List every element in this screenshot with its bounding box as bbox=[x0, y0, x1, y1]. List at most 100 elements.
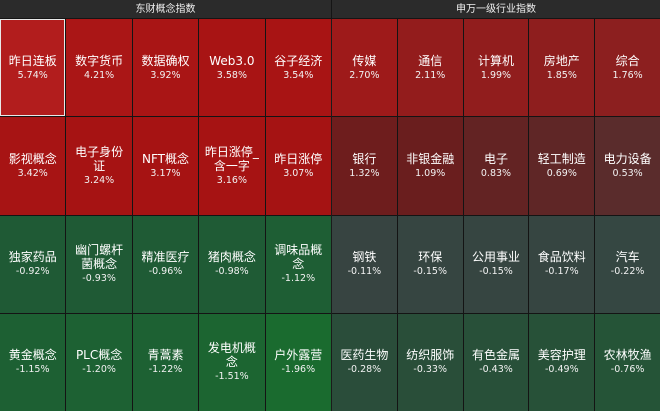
industry-tile[interactable]: 美容护理 -0.49% bbox=[529, 313, 595, 411]
industry-tile[interactable]: 食品饮料 -0.17% bbox=[529, 215, 595, 313]
concept-tile-change: 3.07% bbox=[283, 167, 314, 179]
concept-tile[interactable]: Web3.0 3.58% bbox=[199, 19, 265, 117]
industry-tile-change: 1.76% bbox=[612, 69, 643, 81]
industry-tile[interactable]: 医药生物 -0.28% bbox=[332, 313, 397, 411]
industry-tile[interactable]: 纺织服饰 -0.33% bbox=[397, 313, 463, 411]
industry-heatmap-grid: 传媒 2.70% 通信 2.11% 计算机 1.99% 房地产 1.85% 综合 1.76% 银行 1… bbox=[332, 19, 660, 411]
concept-tile-name: 数据确权 bbox=[141, 53, 190, 68]
concept-tile-change: -1.96% bbox=[281, 364, 316, 376]
industry-tile-change: 1.09% bbox=[415, 167, 446, 179]
concept-tile-name: PLC概念 bbox=[75, 348, 123, 363]
industry-tile[interactable]: 计算机 1.99% bbox=[463, 19, 529, 117]
concept-tile-change: -0.93% bbox=[82, 273, 116, 285]
concept-tile-change: -1.51% bbox=[215, 371, 249, 383]
concept-tile[interactable]: 谷子经济 3.54% bbox=[265, 19, 331, 117]
concept-tile-change: 3.16% bbox=[216, 174, 247, 186]
industry-tile-change: 1.32% bbox=[349, 167, 380, 179]
industry-tile-name: 电子 bbox=[483, 151, 508, 166]
industry-tile[interactable]: 汽车 -0.22% bbox=[595, 215, 660, 313]
concept-tile-name: NFT概念 bbox=[141, 151, 189, 166]
industry-tile[interactable]: 房地产 1.85% bbox=[529, 19, 595, 117]
header-sw-industry-index: 申万一级行业指数 bbox=[331, 0, 660, 19]
industry-tile-change: 2.11% bbox=[415, 69, 446, 81]
concept-tile-change: 5.74% bbox=[17, 69, 48, 81]
concept-tile-name: 调味品概念 bbox=[274, 243, 323, 272]
industry-tile-name: 环保 bbox=[418, 250, 443, 265]
industry-tile[interactable]: 传媒 2.70% bbox=[332, 19, 397, 117]
concept-tile[interactable]: 数据确权 3.92% bbox=[132, 19, 199, 117]
industry-tile-name: 非银金融 bbox=[406, 151, 455, 166]
industry-tile-change: -0.11% bbox=[347, 266, 382, 278]
industry-tile[interactable]: 轻工制造 0.69% bbox=[529, 117, 595, 215]
industry-tile-change: -0.76% bbox=[610, 364, 645, 376]
industry-tile-name: 银行 bbox=[352, 151, 377, 166]
industry-tile-change: -0.28% bbox=[347, 364, 382, 376]
industry-tile-change: -0.22% bbox=[610, 266, 645, 278]
concept-heatmap-grid: 昨日连板 5.74% 数字货币 4.21% 数据确权 3.92% Web3.0 3.58% 谷子… bbox=[0, 19, 331, 411]
concept-tile-name: 电子身份证 bbox=[75, 144, 124, 173]
concept-tile[interactable]: 发电机概念 -1.51% bbox=[199, 313, 265, 411]
concept-tile[interactable]: 独家药品 -0.92% bbox=[0, 215, 66, 313]
concept-tile[interactable]: 调味品概念 -1.12% bbox=[265, 215, 331, 313]
concept-tile-name: 户外露营 bbox=[274, 348, 323, 363]
concept-tile[interactable]: 昨日涨停 3.07% bbox=[265, 117, 331, 215]
industry-tile-name: 计算机 bbox=[477, 53, 514, 68]
industry-tile-change: -0.15% bbox=[479, 266, 513, 278]
industry-tile-name: 传媒 bbox=[352, 53, 377, 68]
concept-tile-name: 昨日连板 bbox=[8, 53, 57, 68]
industry-tile[interactable]: 农林牧渔 -0.76% bbox=[595, 313, 660, 411]
industry-tile-name: 医药生物 bbox=[340, 348, 389, 363]
industry-tile[interactable]: 电子 0.83% bbox=[463, 117, 529, 215]
industry-tile-name: 钢铁 bbox=[352, 250, 377, 265]
concept-tile[interactable]: 幽门螺杆菌概念 -0.93% bbox=[66, 215, 132, 313]
industry-tile-change: 1.85% bbox=[546, 69, 577, 81]
concept-tile[interactable]: 昨日连板 5.74% bbox=[0, 19, 66, 117]
concept-tile-name: 独家药品 bbox=[8, 250, 57, 265]
industry-tile-change: -0.49% bbox=[544, 364, 579, 376]
concept-tile[interactable]: 电子身份证 3.24% bbox=[66, 117, 132, 215]
concept-tile[interactable]: 精准医疗 -0.96% bbox=[132, 215, 199, 313]
concept-tile-name: 影视概念 bbox=[8, 151, 57, 166]
concept-tile[interactable]: 猪肉概念 -0.98% bbox=[199, 215, 265, 313]
concept-tile[interactable]: 昨日涨停_含一字 3.16% bbox=[199, 117, 265, 215]
concept-tile[interactable]: NFT概念 3.17% bbox=[132, 117, 199, 215]
industry-tile[interactable]: 电力设备 0.53% bbox=[595, 117, 660, 215]
concept-tile-change: 3.54% bbox=[283, 69, 314, 81]
industry-tile-name: 有色金属 bbox=[471, 348, 520, 363]
industry-tile[interactable]: 通信 2.11% bbox=[397, 19, 463, 117]
industry-tile-change: 0.53% bbox=[612, 167, 643, 179]
industry-tile-name: 通信 bbox=[418, 53, 443, 68]
industry-tile[interactable]: 非银金融 1.09% bbox=[397, 117, 463, 215]
industry-tile-change: -0.15% bbox=[413, 266, 447, 278]
concept-tile-change: 3.58% bbox=[216, 69, 247, 81]
industry-tile[interactable]: 银行 1.32% bbox=[332, 117, 397, 215]
concept-tile[interactable]: 数字货币 4.21% bbox=[66, 19, 132, 117]
concept-tile-name: 昨日涨停_含一字 bbox=[204, 144, 259, 173]
concept-tile-change: 4.21% bbox=[84, 69, 115, 81]
concept-tile-change: 3.17% bbox=[150, 167, 181, 179]
industry-tile[interactable]: 综合 1.76% bbox=[595, 19, 660, 117]
industry-tile[interactable]: 环保 -0.15% bbox=[397, 215, 463, 313]
concept-tile-change: -1.12% bbox=[281, 273, 316, 285]
industry-tile-name: 农林牧渔 bbox=[603, 348, 652, 363]
concept-tile-name: 精准医疗 bbox=[141, 250, 190, 265]
concept-tile[interactable]: 青蒿素 -1.22% bbox=[132, 313, 199, 411]
concept-tile-name: 黄金概念 bbox=[8, 348, 57, 363]
concept-tile[interactable]: 户外露营 -1.96% bbox=[265, 313, 331, 411]
industry-tile-name: 汽车 bbox=[615, 250, 640, 265]
concept-tile[interactable]: 黄金概念 -1.15% bbox=[0, 313, 66, 411]
industry-tile[interactable]: 公用事业 -0.15% bbox=[463, 215, 529, 313]
industry-tile-name: 轻工制造 bbox=[537, 151, 586, 166]
industry-tile[interactable]: 有色金属 -0.43% bbox=[463, 313, 529, 411]
industry-tile-name: 综合 bbox=[615, 53, 640, 68]
concept-tile[interactable]: PLC概念 -1.20% bbox=[66, 313, 132, 411]
concept-tile-change: -1.20% bbox=[82, 364, 116, 376]
concept-tile-change: 3.42% bbox=[17, 167, 48, 179]
concept-tile[interactable]: 影视概念 3.42% bbox=[0, 117, 66, 215]
concept-tile-name: 昨日涨停 bbox=[274, 151, 323, 166]
concept-tile-change: -1.22% bbox=[148, 364, 183, 376]
industry-tile-change: 0.69% bbox=[546, 167, 577, 179]
industry-tile-name: 电力设备 bbox=[603, 151, 652, 166]
industry-tile[interactable]: 钢铁 -0.11% bbox=[332, 215, 397, 313]
